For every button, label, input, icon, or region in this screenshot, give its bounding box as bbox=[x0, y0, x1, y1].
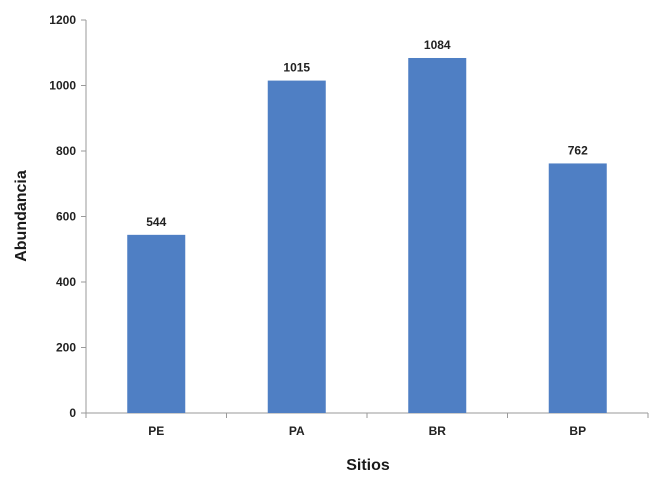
y-tick-label: 400 bbox=[56, 275, 76, 289]
x-tick-label: BP bbox=[569, 424, 586, 438]
x-tick-label: PA bbox=[289, 424, 305, 438]
y-axis-title: Abundancia bbox=[13, 170, 30, 262]
data-label-pe: 544 bbox=[146, 215, 166, 229]
y-axis: 0 200 400 600 800 1000 1200 bbox=[49, 13, 87, 420]
bar-br bbox=[408, 57, 467, 414]
y-tick-label: 200 bbox=[56, 341, 76, 355]
y-tick-label: 600 bbox=[56, 210, 76, 224]
data-label-bp: 762 bbox=[568, 143, 588, 157]
bar-pe bbox=[127, 234, 186, 413]
y-tick-label: 1000 bbox=[49, 79, 76, 93]
data-label-pa: 1015 bbox=[283, 61, 310, 75]
bar-pa bbox=[267, 80, 326, 414]
x-axis-title: Sitios bbox=[346, 457, 390, 474]
data-label-br: 1084 bbox=[424, 38, 451, 52]
y-tick-label: 800 bbox=[56, 144, 76, 158]
data-labels: 544 1015 1084 762 bbox=[146, 38, 588, 229]
x-tick-label: BR bbox=[429, 424, 447, 438]
bar-bp bbox=[548, 163, 607, 413]
y-tick-label: 1200 bbox=[49, 13, 76, 27]
x-axis: PE PA BR BP bbox=[85, 412, 649, 438]
x-tick-label: PE bbox=[148, 424, 164, 438]
bars bbox=[127, 57, 607, 414]
y-tick-label: 0 bbox=[69, 406, 76, 420]
